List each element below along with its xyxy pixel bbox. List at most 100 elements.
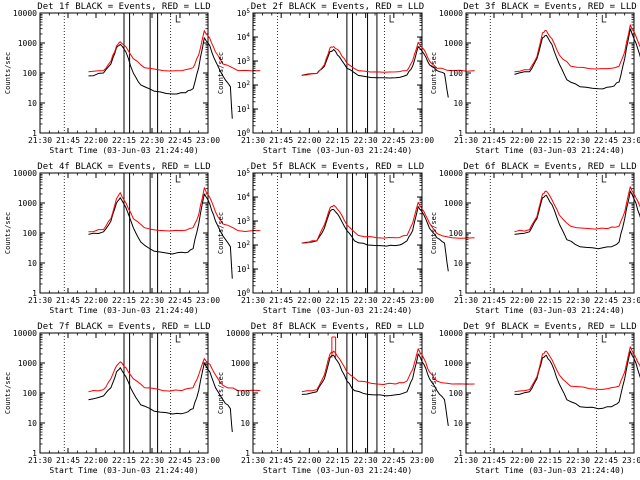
x-tick-label: 23:00 bbox=[410, 296, 434, 305]
y-tick-label: 103 bbox=[237, 56, 251, 66]
chart-panel: Det 2f BLACK = Events, RED = LLD10010110… bbox=[217, 2, 475, 155]
x-tick-label: 22:45 bbox=[594, 456, 618, 465]
plot-frame bbox=[465, 172, 635, 294]
x-tick-label: 23:00 bbox=[410, 136, 434, 145]
y-tick-label: 101 bbox=[237, 264, 251, 274]
plot-frame bbox=[252, 172, 423, 294]
x-tick-label: 22:00 bbox=[84, 456, 108, 465]
x-tick-label: 22:45 bbox=[382, 456, 406, 465]
y-tick-label: 10 bbox=[27, 419, 37, 428]
chart-title: Det 4f BLACK = Events, RED = LLD bbox=[37, 162, 210, 172]
plot-frame bbox=[252, 332, 423, 454]
events-series-line bbox=[88, 37, 233, 119]
chart-panel: Det 9f BLACK = Events, RED = LLD 1 10 100 10… bbox=[430, 322, 640, 475]
lld-series-line bbox=[88, 358, 261, 393]
x-tick-label: 22:15 bbox=[112, 456, 136, 465]
y-tick-label: 1 bbox=[32, 289, 37, 298]
events-series-line bbox=[301, 46, 449, 98]
lld-series-line bbox=[88, 30, 261, 73]
chart-title: Det 1f BLACK = Events, RED = LLD bbox=[37, 2, 210, 12]
x-tick-label: 22:45 bbox=[594, 136, 618, 145]
y-tick-label: 10 bbox=[240, 419, 250, 428]
y-axis-label: Counts/sec bbox=[430, 212, 438, 254]
x-tick-label: 22:00 bbox=[297, 456, 321, 465]
y-axis-label: Counts/sec bbox=[4, 52, 12, 94]
interval-mark bbox=[175, 335, 181, 343]
interval-mark bbox=[389, 335, 395, 343]
x-tick-label: 22:45 bbox=[168, 136, 192, 145]
y-tick-label: 1 bbox=[458, 129, 463, 138]
events-series-line bbox=[88, 362, 233, 433]
x-tick-label: 22:30 bbox=[354, 136, 378, 145]
x-axis-label: Start Time (03-Jun-03 21:24:40) bbox=[49, 306, 198, 315]
x-tick-label: 23:00 bbox=[410, 456, 434, 465]
x-tick-label: 22:15 bbox=[325, 136, 349, 145]
chart-panel: Det 7f BLACK = Events, RED = LLD 1 10 100 10… bbox=[4, 322, 261, 475]
x-tick-label: 23:00 bbox=[196, 456, 220, 465]
chart-title: Det 2f BLACK = Events, RED = LLD bbox=[251, 2, 424, 12]
y-tick-label: 1 bbox=[458, 289, 463, 298]
x-tick-label: 22:15 bbox=[538, 296, 562, 305]
y-tick-label: 10 bbox=[453, 99, 463, 108]
interval-mark bbox=[601, 15, 607, 23]
x-tick-label: 22:30 bbox=[566, 456, 590, 465]
lld-series-line bbox=[514, 24, 640, 73]
y-tick-label: 10000 bbox=[226, 329, 250, 338]
y-tick-label: 1000 bbox=[18, 39, 37, 48]
plot-frame bbox=[252, 12, 423, 134]
x-tick-label: 21:30 bbox=[454, 456, 478, 465]
x-tick-label: 21:30 bbox=[454, 136, 478, 145]
y-tick-label: 1000 bbox=[18, 199, 37, 208]
chart-panel: Det 6f BLACK = Events, RED = LLD 1 10 100 10… bbox=[430, 162, 640, 315]
y-tick-label: 100 bbox=[23, 389, 38, 398]
plot-frame bbox=[465, 12, 635, 134]
y-tick-label: 100 bbox=[449, 69, 464, 78]
x-tick-label: 22:00 bbox=[510, 456, 534, 465]
y-tick-label: 10000 bbox=[439, 329, 463, 338]
y-tick-label: 103 bbox=[237, 216, 251, 226]
y-tick-label: 100 bbox=[449, 229, 464, 238]
y-axis-label: Counts/sec bbox=[430, 372, 438, 414]
x-tick-label: 23:00 bbox=[622, 136, 640, 145]
x-tick-label: 22:15 bbox=[325, 456, 349, 465]
x-tick-label: 22:30 bbox=[140, 296, 164, 305]
y-tick-label: 104 bbox=[237, 32, 251, 42]
lld-series-line bbox=[514, 186, 640, 233]
y-tick-label: 105 bbox=[237, 168, 251, 178]
y-tick-label: 10000 bbox=[439, 169, 463, 178]
interval-mark bbox=[601, 175, 607, 183]
x-tick-label: 22:30 bbox=[566, 296, 590, 305]
x-tick-label: 23:00 bbox=[196, 136, 220, 145]
x-tick-label: 22:30 bbox=[140, 136, 164, 145]
x-tick-label: 22:00 bbox=[297, 296, 321, 305]
x-tick-label: 23:00 bbox=[622, 456, 640, 465]
x-tick-label: 22:15 bbox=[112, 296, 136, 305]
x-tick-label: 23:00 bbox=[196, 296, 220, 305]
x-tick-label: 21:45 bbox=[56, 456, 80, 465]
y-axis-label: Counts/sec bbox=[217, 212, 225, 254]
events-series-line bbox=[88, 193, 233, 279]
y-tick-label: 10 bbox=[27, 99, 37, 108]
x-tick-label: 22:45 bbox=[168, 456, 192, 465]
chart-title: Det 3f BLACK = Events, RED = LLD bbox=[463, 2, 636, 12]
y-tick-label: 1000 bbox=[18, 359, 37, 368]
chart-title: Det 8f BLACK = Events, RED = LLD bbox=[251, 322, 424, 332]
x-tick-label: 21:30 bbox=[28, 296, 52, 305]
x-tick-label: 22:00 bbox=[510, 136, 534, 145]
y-tick-label: 1000 bbox=[444, 199, 463, 208]
x-tick-label: 22:45 bbox=[594, 296, 618, 305]
lld-series-line bbox=[514, 346, 640, 393]
x-tick-label: 21:45 bbox=[482, 296, 506, 305]
chart-title: Det 9f BLACK = Events, RED = LLD bbox=[463, 322, 636, 332]
y-tick-label: 1 bbox=[32, 449, 37, 458]
x-tick-label: 22:00 bbox=[84, 296, 108, 305]
y-tick-label: 101 bbox=[237, 104, 251, 114]
events-series-line bbox=[301, 206, 449, 272]
x-tick-label: 22:45 bbox=[382, 296, 406, 305]
x-tick-label: 22:45 bbox=[168, 296, 192, 305]
y-tick-label: 105 bbox=[237, 8, 251, 18]
interval-mark bbox=[175, 175, 181, 183]
chart-title: Det 6f BLACK = Events, RED = LLD bbox=[463, 162, 636, 172]
chart-panel: Det 4f BLACK = Events, RED = LLD 1 10 100 10… bbox=[4, 162, 261, 315]
